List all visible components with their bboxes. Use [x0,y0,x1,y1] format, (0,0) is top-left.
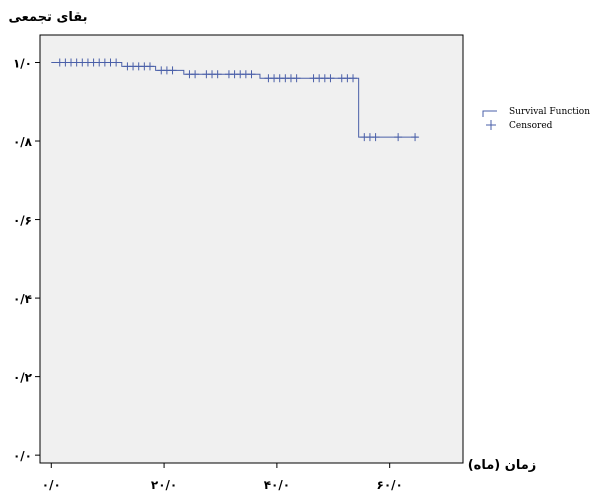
censored-mark [191,70,200,79]
legend-survival-swatch [482,110,497,117]
x-tick-label: ۲۰/۰ [151,478,177,492]
legend-censored-swatch [486,120,496,130]
y-tick-label: ۰/۶ [13,214,32,228]
censored-mark [394,133,403,142]
censored-mark [411,133,420,142]
censored-mark [349,74,358,83]
legend-survival-label: Survival Function [509,107,590,117]
y-tick-label: ۰/۰ [13,449,32,463]
censored-mark [145,62,154,71]
y-tick-label: ۰/۴ [13,292,32,306]
legend-censored-label: Censored [509,121,553,131]
y-tick-label: ۰/۲ [13,371,33,385]
censored-mark [371,133,380,142]
censored-mark [326,74,335,83]
x-tick-label: ۶۰/۰ [377,478,403,492]
x-axis-ticks: ۰/۰ ۲۰/۰ ۴۰/۰ ۶۰/۰ [42,463,403,492]
legend: Survival Function Censored [482,107,590,131]
survival-function-line [51,61,418,138]
series-layer [51,61,418,138]
censored-mark [213,70,222,79]
y-tick-label: ۱/۰ [13,56,32,70]
plot-area [39,34,464,464]
censored-mark [292,74,301,83]
y-axis-label: بقاى تجمعى [8,10,87,25]
y-tick-label: ۰/۸ [13,135,33,149]
x-tick-label: ۰/۰ [42,478,61,492]
censor-layer [55,58,420,142]
x-axis-label: زمان (ماه) [468,458,537,473]
x-tick-label: ۴۰/۰ [264,478,290,492]
censored-mark [247,70,256,79]
censored-mark [112,58,121,67]
censored-mark [168,66,177,75]
y-axis-ticks: ۰/۰ ۰/۲ ۰/۴ ۰/۶ ۰/۸ ۱/۰ [13,56,40,463]
